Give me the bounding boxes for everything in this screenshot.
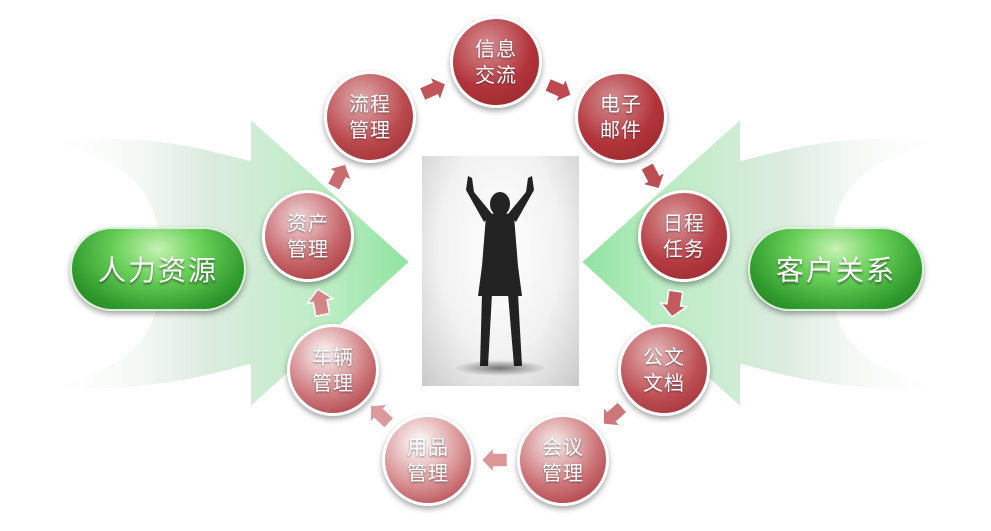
person-silhouette-photo xyxy=(422,156,579,386)
node-label: 日程 任务 xyxy=(663,211,705,261)
flow-arrow-icon xyxy=(602,400,629,427)
flow-arrow-icon xyxy=(305,288,335,317)
node-label: 电子 邮件 xyxy=(600,92,642,142)
node-info-exchange[interactable]: 信息 交流 xyxy=(450,16,542,108)
node-label: 流程 管理 xyxy=(349,92,391,142)
node-label: 公文 文档 xyxy=(643,345,685,395)
node-assets[interactable]: 资产 管理 xyxy=(262,190,354,282)
flow-arrow-icon xyxy=(480,445,509,475)
node-label: 会议 管理 xyxy=(542,435,584,485)
node-documents[interactable]: 公文 文档 xyxy=(618,324,710,416)
flow-arrow-icon xyxy=(326,163,353,192)
left-pill-label: 人力资源 xyxy=(97,254,218,287)
node-workflow[interactable]: 流程 管理 xyxy=(324,71,416,163)
node-label: 信息 交流 xyxy=(475,37,517,87)
left-pill-button[interactable]: 人力资源 xyxy=(70,227,246,311)
flow-arrow-icon xyxy=(639,161,667,190)
right-pill-button[interactable]: 客户关系 xyxy=(748,227,924,311)
flow-arrow-icon xyxy=(418,75,447,103)
node-supplies[interactable]: 用品 管理 xyxy=(382,414,474,506)
node-meetings[interactable]: 会议 管理 xyxy=(517,414,609,506)
node-label: 用品 管理 xyxy=(407,435,449,485)
node-email[interactable]: 电子 邮件 xyxy=(575,71,667,163)
right-pill-label: 客户关系 xyxy=(775,254,896,287)
flow-arrow-icon xyxy=(369,403,396,430)
node-label: 车辆 管理 xyxy=(312,345,354,395)
node-label: 资产 管理 xyxy=(287,211,329,261)
flow-arrow-icon xyxy=(659,289,689,318)
node-schedule[interactable]: 日程 任务 xyxy=(638,190,730,282)
flow-arrow-icon xyxy=(543,76,573,104)
node-vehicles[interactable]: 车辆 管理 xyxy=(287,324,379,416)
person-silhouette-icon xyxy=(454,176,546,376)
